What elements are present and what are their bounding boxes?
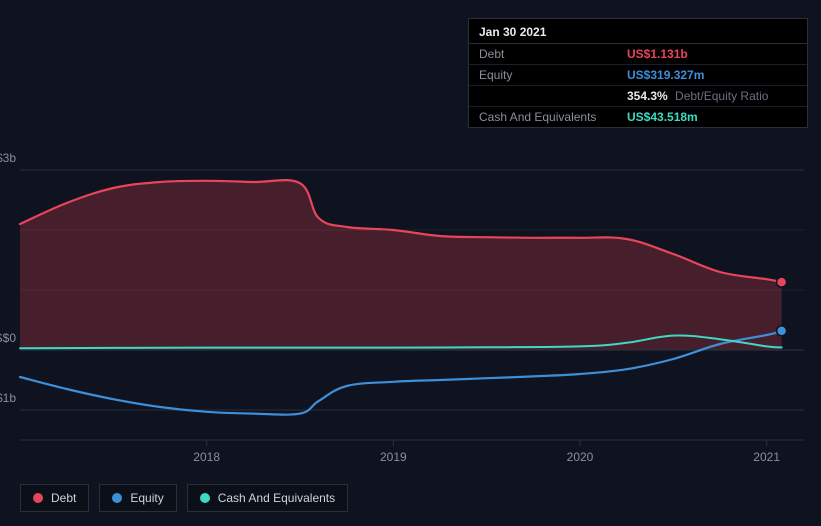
- legend-swatch-icon: [33, 493, 43, 503]
- tooltip-row: Cash And EquivalentsUS$43.518m: [469, 107, 807, 127]
- legend-item-label: Debt: [51, 491, 76, 505]
- legend-item-cash-and-equivalents[interactable]: Cash And Equivalents: [187, 484, 348, 512]
- legend-item-debt[interactable]: Debt: [20, 484, 89, 512]
- tooltip-row-label: Debt: [479, 47, 627, 61]
- series-area-debt: [20, 180, 782, 350]
- tooltip-row: 354.3% Debt/Equity Ratio: [469, 86, 807, 107]
- tooltip-row-value: US$319.327m: [627, 68, 704, 82]
- legend-item-label: Equity: [130, 491, 163, 505]
- legend-item-label: Cash And Equivalents: [218, 491, 335, 505]
- legend-swatch-icon: [112, 493, 122, 503]
- tooltip-row-extra: Debt/Equity Ratio: [672, 89, 769, 103]
- tooltip-row-value: 354.3% Debt/Equity Ratio: [627, 89, 768, 103]
- y-axis-tick-label: US$3b: [0, 151, 16, 165]
- x-axis-tick-label: 2021: [753, 450, 780, 464]
- tooltip-date: Jan 30 2021: [469, 19, 807, 44]
- legend-item-equity[interactable]: Equity: [99, 484, 176, 512]
- chart-tooltip: Jan 30 2021 DebtUS$1.131bEquityUS$319.32…: [468, 18, 808, 128]
- y-axis-tick-label: -US$1b: [0, 391, 16, 405]
- series-end-marker-debt: [777, 277, 787, 287]
- financials-chart: US$3b US$0 -US$1b 2018 2019 2020 2021 Jan 30 …: [0, 0, 821, 526]
- tooltip-row-label: Cash And Equivalents: [479, 110, 627, 124]
- tooltip-row-value: US$1.131b: [627, 47, 688, 61]
- x-axis-tick-label: 2019: [380, 450, 407, 464]
- tooltip-row-label: [479, 89, 627, 103]
- tooltip-row: EquityUS$319.327m: [469, 65, 807, 86]
- legend-swatch-icon: [200, 493, 210, 503]
- x-axis-tick-label: 2020: [567, 450, 594, 464]
- tooltip-row-label: Equity: [479, 68, 627, 82]
- tooltip-row: DebtUS$1.131b: [469, 44, 807, 65]
- x-axis-tick-label: 2018: [193, 450, 220, 464]
- tooltip-row-value: US$43.518m: [627, 110, 698, 124]
- series-end-marker-equity: [777, 326, 787, 336]
- y-axis-tick-label: US$0: [0, 331, 16, 345]
- chart-legend: Debt Equity Cash And Equivalents: [20, 484, 348, 512]
